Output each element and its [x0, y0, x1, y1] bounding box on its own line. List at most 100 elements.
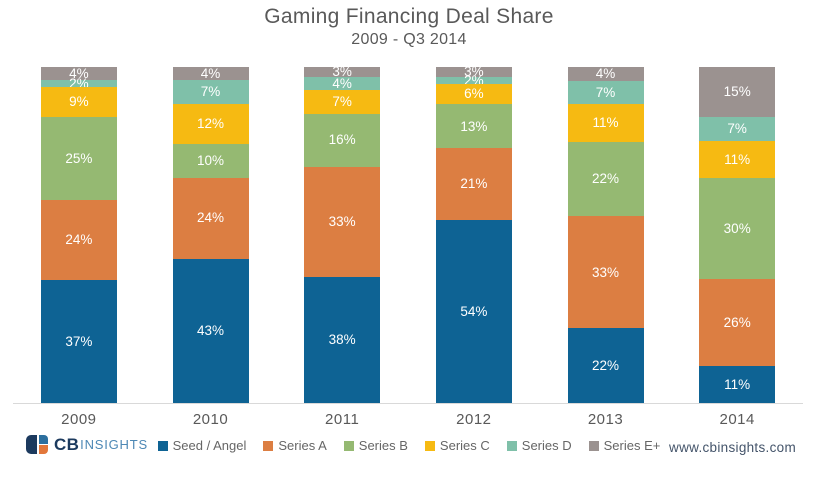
- stacked-bar-2011: 38% 33% 16% 7% 4% 3%: [304, 64, 381, 403]
- chart-title: Gaming Financing Deal Share: [264, 5, 554, 28]
- segment-label: 7%: [200, 84, 221, 100]
- bar-segment: 4%: [567, 66, 644, 82]
- segment-label: 43%: [196, 323, 225, 339]
- segment-label: 37%: [65, 333, 93, 349]
- bar-segment: 7%: [172, 80, 249, 104]
- segment-label: 3%: [332, 64, 352, 80]
- segment-label: 33%: [328, 213, 356, 229]
- bar-segment: 54%: [435, 219, 512, 403]
- legend-item-series-a: Series A: [263, 438, 327, 453]
- bar-cell-2010: 43% 24% 10% 12% 7% 4%: [145, 67, 277, 403]
- stacked-bar-2013: 22% 33% 22% 11% 7% 4%: [567, 66, 644, 403]
- legend: Seed / Angel Series A Series B Series C Seri…: [110, 438, 708, 453]
- cbinsights-logo: CB INSIGHTS: [26, 433, 148, 455]
- legend-item-series-d: Series D: [506, 438, 572, 453]
- segment-label: 15%: [723, 84, 751, 100]
- bar-segment: 11%: [699, 366, 776, 403]
- bar-cell-2014: 11% 26% 30% 11% 7% 15%: [671, 67, 803, 403]
- bar-segment: 22%: [567, 328, 644, 403]
- segment-label: 2%: [464, 72, 484, 88]
- x-axis-label: 2009: [61, 411, 97, 428]
- bar-segment: 6%: [435, 84, 512, 105]
- segment-label: 30%: [723, 220, 751, 236]
- segment-label: 7%: [595, 84, 616, 100]
- bar-segment: 24%: [40, 200, 117, 280]
- segment-label: 11%: [724, 151, 751, 167]
- legend-marker: [263, 440, 274, 451]
- legend-marker: [343, 440, 354, 451]
- bar-segment: 3%: [435, 65, 512, 78]
- plot-area: 37% 24% 25% 9% 2% 4% 43% 24% 10% 12% 7% 4% 38% 33% 16%…: [13, 64, 803, 403]
- segment-label: 16%: [328, 132, 356, 148]
- bar-cell-2011: 38% 33% 16% 7% 4% 3%: [276, 64, 408, 403]
- segment-label: 11%: [592, 115, 619, 131]
- bar-segment: 30%: [699, 177, 776, 279]
- segment-label: 4%: [200, 66, 221, 82]
- bar-segment: 7%: [699, 117, 776, 141]
- stacked-bar-2014: 11% 26% 30% 11% 7% 15%: [699, 67, 776, 403]
- bar-segment: 22%: [567, 141, 644, 217]
- legend-label: Series A: [278, 438, 327, 453]
- legend-marker: [588, 440, 599, 451]
- legend-label: Seed / Angel: [172, 438, 247, 453]
- bar-segment: 15%: [699, 67, 776, 118]
- bar-segment: 37%: [40, 279, 117, 403]
- x-axis: 2009 2010 2011 2012 2013 2014: [13, 411, 803, 428]
- stacked-bar-2009: 37% 24% 25% 9% 2% 4%: [40, 65, 117, 403]
- segment-label: 38%: [328, 332, 356, 348]
- bar-segment: 7%: [567, 80, 644, 105]
- segment-label: 4%: [332, 75, 352, 91]
- segment-label: 4%: [595, 66, 616, 82]
- website-url: www.cbinsights.com: [669, 440, 796, 455]
- bar-segment: 33%: [304, 166, 381, 277]
- bar-segment: 13%: [435, 104, 512, 149]
- segment-label: 2%: [69, 75, 89, 91]
- bar-segment: 10%: [172, 144, 249, 178]
- x-axis-label: 2013: [587, 411, 624, 428]
- bar-segment: 11%: [699, 140, 776, 178]
- bar-segment: 16%: [304, 113, 381, 167]
- bar-segment: 12%: [172, 104, 249, 145]
- x-axis-label: 2012: [456, 411, 492, 428]
- legend-label: Series C: [439, 438, 490, 453]
- x-axis-label: 2014: [719, 411, 755, 428]
- segment-label: 4%: [69, 65, 89, 81]
- segment-label: 24%: [196, 210, 225, 226]
- segment-label: 9%: [69, 94, 89, 110]
- stacked-bar-2010: 43% 24% 10% 12% 7% 4%: [172, 66, 249, 403]
- segment-label: 11%: [724, 376, 751, 392]
- bar-segment: 21%: [435, 148, 512, 220]
- segment-label: 22%: [592, 171, 620, 187]
- legend-label: Series D: [521, 438, 572, 453]
- legend-item-series-c: Series C: [424, 438, 490, 453]
- cbinsights-logo-icon: [26, 434, 50, 454]
- bar-segment: 7%: [304, 90, 381, 114]
- legend-item-seed-angel: Seed / Angel: [157, 438, 247, 453]
- segment-label: 24%: [65, 232, 93, 248]
- bar-segment: 4%: [40, 65, 117, 81]
- x-axis-label: 2011: [325, 411, 360, 428]
- legend-label: Series B: [358, 438, 408, 453]
- chart-subtitle: 2009 - Q3 2014: [351, 31, 467, 48]
- segment-label: 54%: [460, 303, 488, 319]
- bar-segment: 33%: [567, 216, 644, 329]
- segment-label: 26%: [723, 314, 751, 330]
- legend-marker: [424, 440, 435, 451]
- x-axis-label: 2010: [192, 411, 229, 428]
- logo-text-insights: INSIGHTS: [80, 436, 148, 452]
- bar-segment: 4%: [172, 66, 249, 82]
- segment-label: 7%: [727, 121, 747, 137]
- segment-label: 6%: [464, 86, 484, 102]
- bar-segment: 26%: [699, 278, 776, 367]
- bar-cell-2013: 22% 33% 22% 11% 7% 4%: [540, 67, 672, 403]
- bar-segment: 38%: [304, 276, 381, 403]
- bar-segment: 3%: [304, 64, 381, 80]
- bar-segment: 11%: [567, 104, 644, 142]
- segment-label: 7%: [332, 94, 352, 110]
- segment-label: 25%: [65, 150, 93, 166]
- x-axis-line: [13, 403, 803, 404]
- bar-segment: 2%: [40, 77, 117, 90]
- segment-label: 10%: [196, 153, 225, 169]
- stacked-bar-2012: 54% 21% 13% 6% 2% 3%: [435, 65, 512, 403]
